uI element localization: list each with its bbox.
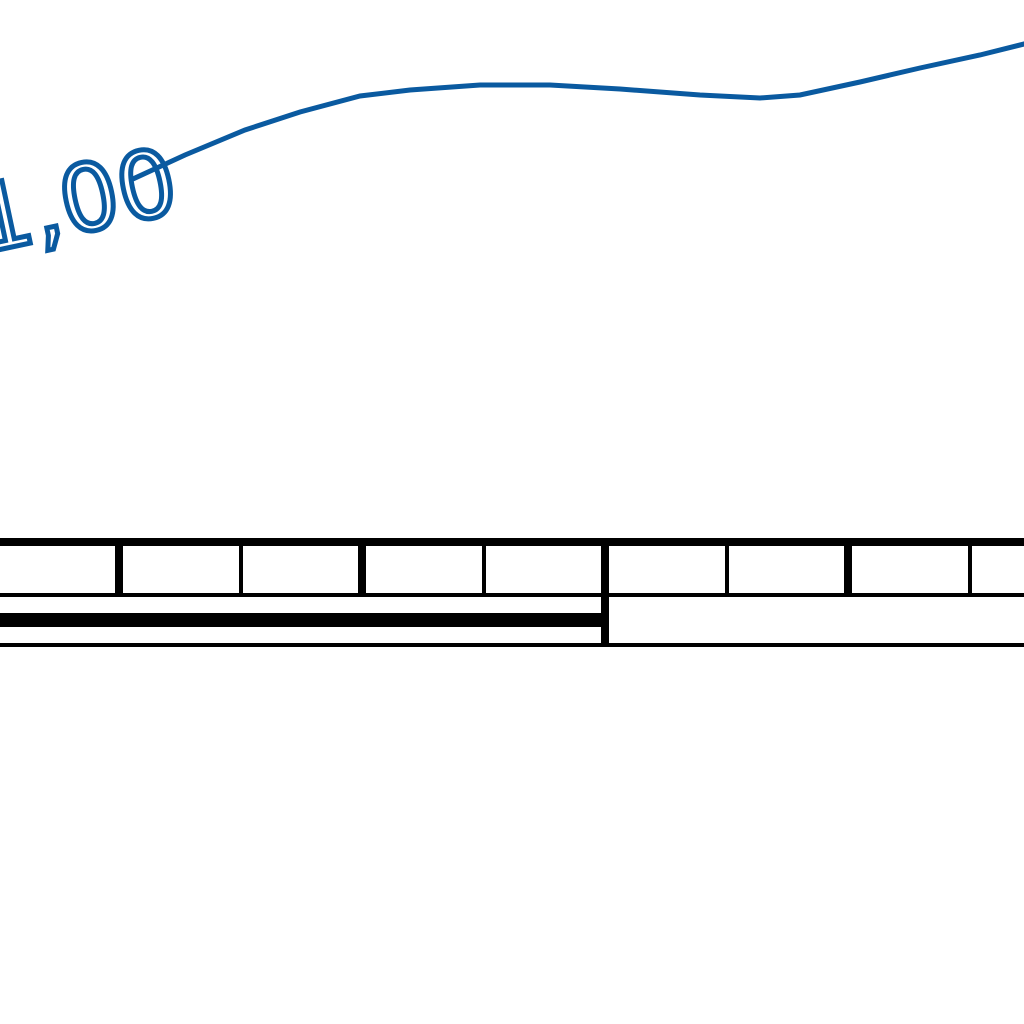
scale-bar-filled-segment	[0, 613, 605, 627]
contour-line	[131, 41, 1024, 182]
scale-bar	[0, 538, 1024, 647]
